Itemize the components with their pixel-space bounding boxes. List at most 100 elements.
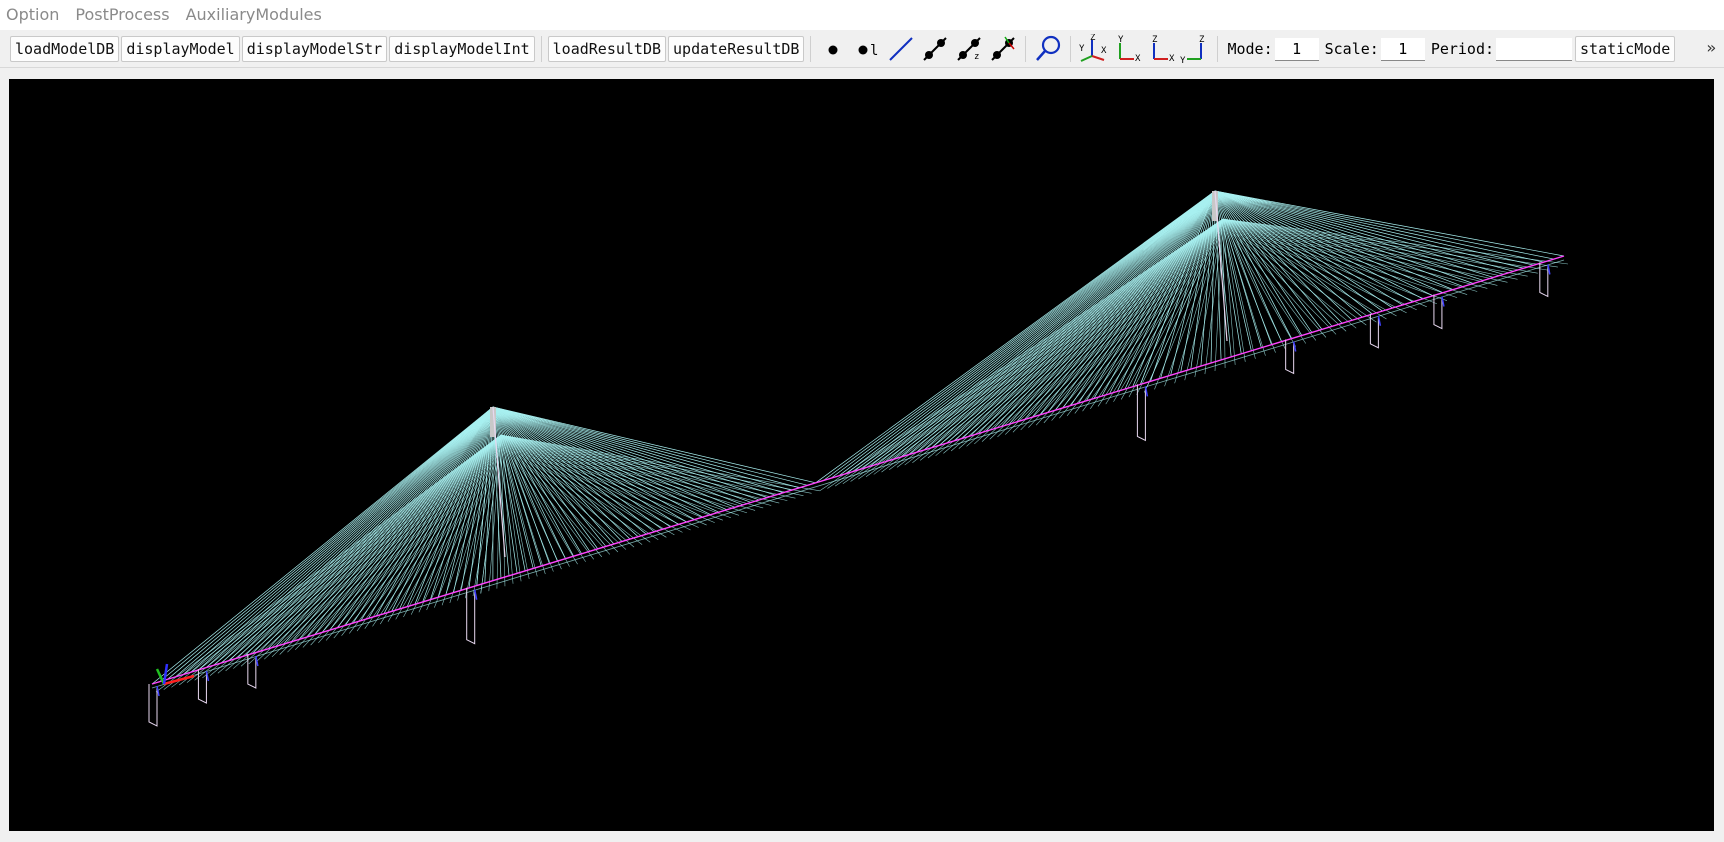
stay-cable	[403, 434, 502, 618]
svg-text:X: X	[1169, 54, 1175, 64]
cables-left-tower	[151, 406, 820, 693]
stay-cable	[492, 406, 808, 486]
display-model-int-button[interactable]: displayModelInt	[389, 36, 535, 62]
stay-cable	[1222, 218, 1488, 289]
show-lines-icon[interactable]	[884, 33, 918, 65]
stay-cable	[1214, 190, 1494, 278]
stay-cable	[1031, 190, 1216, 418]
stay-cable	[939, 190, 1216, 446]
static-mode-button[interactable]: staticMode	[1575, 36, 1676, 62]
stay-cable	[500, 434, 683, 533]
view-yz-icon[interactable]: Z Y	[1178, 33, 1212, 65]
stay-cable	[457, 434, 502, 601]
show-local-axes-icon[interactable]	[986, 33, 1020, 65]
stay-cable	[1047, 190, 1216, 413]
menu-postprocess[interactable]: PostProcess	[75, 5, 170, 24]
stay-cable	[850, 218, 1224, 482]
stay-cable	[159, 406, 494, 682]
stay-cable	[1222, 218, 1357, 329]
stay-cable	[163, 434, 502, 690]
display-model-button[interactable]: displayModel	[121, 36, 240, 62]
stay-cable	[500, 434, 635, 548]
stay-cable	[492, 406, 800, 489]
stay-cable	[500, 434, 731, 519]
stay-cable	[151, 406, 494, 685]
stay-cable	[500, 434, 723, 521]
stay-cable	[422, 406, 494, 603]
show-nodes-icon[interactable]	[816, 33, 850, 65]
svg-text:X: X	[1135, 54, 1141, 64]
stay-cable	[500, 434, 554, 572]
stay-cable	[500, 434, 522, 582]
stay-cable	[1150, 190, 1216, 382]
show-element-ids-icon[interactable]: z	[952, 33, 986, 65]
stay-cable	[500, 434, 619, 553]
stay-cable	[500, 434, 772, 506]
stay-cable	[1062, 190, 1216, 409]
stay-cable	[1222, 218, 1548, 271]
view-3d-icon[interactable]: Z Y X	[1076, 33, 1110, 65]
stay-cable	[492, 406, 639, 537]
stay-cable	[205, 406, 494, 668]
stay-cable	[1222, 218, 1317, 341]
stay-cable	[962, 190, 1216, 439]
stay-cable	[492, 406, 760, 501]
stay-cable	[1214, 190, 1343, 324]
stay-cable	[1222, 218, 1427, 308]
stay-cable	[492, 406, 655, 533]
stay-cable	[213, 406, 494, 666]
stay-cable	[1109, 190, 1216, 394]
toolbar-separator	[1217, 36, 1219, 62]
stay-cable	[492, 406, 736, 508]
stay-cable	[500, 434, 699, 528]
toolbar-overflow-icon[interactable]: »	[1706, 38, 1716, 57]
stay-cable	[1180, 190, 1216, 373]
load-model-db-button[interactable]: loadModelDB	[10, 36, 120, 62]
load-result-db-button[interactable]: loadResultDB	[547, 36, 667, 62]
stay-cable	[492, 406, 792, 491]
stay-cable	[1222, 218, 1417, 311]
stay-cable	[298, 406, 494, 640]
stay-cable	[283, 406, 494, 645]
show-elements-icon[interactable]	[918, 33, 952, 65]
stay-cable	[1222, 218, 1327, 338]
stay-cable	[1113, 218, 1224, 402]
stay-cable	[1144, 218, 1224, 393]
view-xz-icon[interactable]: Z X	[1144, 33, 1178, 65]
svg-text:X: X	[1101, 46, 1107, 56]
stay-cable	[167, 406, 494, 680]
stay-cable	[1170, 190, 1216, 376]
view-xy-icon[interactable]: Y X	[1110, 33, 1144, 65]
stay-cable	[1222, 218, 1458, 298]
stay-cable	[500, 434, 578, 565]
stay-cable	[1070, 190, 1216, 406]
scale-input[interactable]	[1380, 37, 1425, 61]
mode-input[interactable]	[1274, 37, 1319, 61]
model-viewport[interactable]	[9, 79, 1714, 831]
stay-cable	[500, 434, 659, 541]
stay-cable	[1222, 218, 1307, 344]
stay-cable	[356, 434, 502, 632]
stay-cable	[437, 406, 494, 598]
scale-label: Scale:	[1324, 40, 1379, 58]
stay-cable	[500, 434, 586, 562]
menu-auxiliary-modules[interactable]: AuxiliaryModules	[185, 5, 322, 24]
search-icon[interactable]	[1031, 33, 1065, 65]
period-input[interactable]	[1496, 37, 1573, 61]
show-node-ids-icon[interactable]: l	[850, 33, 884, 65]
stay-cable	[360, 406, 494, 621]
menu-option[interactable]: Option	[6, 5, 60, 24]
stay-cable	[1222, 218, 1508, 283]
stay-cable	[1222, 218, 1498, 286]
update-result-db-button[interactable]: updateResultDB	[668, 36, 805, 62]
stay-cable	[1120, 218, 1224, 400]
stay-cable	[970, 190, 1216, 437]
stay-cable	[1136, 218, 1224, 395]
stay-cable	[321, 406, 494, 633]
stay-cable	[842, 218, 1224, 485]
pier-support	[1441, 296, 1445, 307]
pier	[1433, 294, 1443, 330]
stay-cable	[993, 190, 1216, 430]
display-model-str-button[interactable]: displayModelStr	[241, 36, 388, 62]
stay-cable	[391, 406, 494, 612]
